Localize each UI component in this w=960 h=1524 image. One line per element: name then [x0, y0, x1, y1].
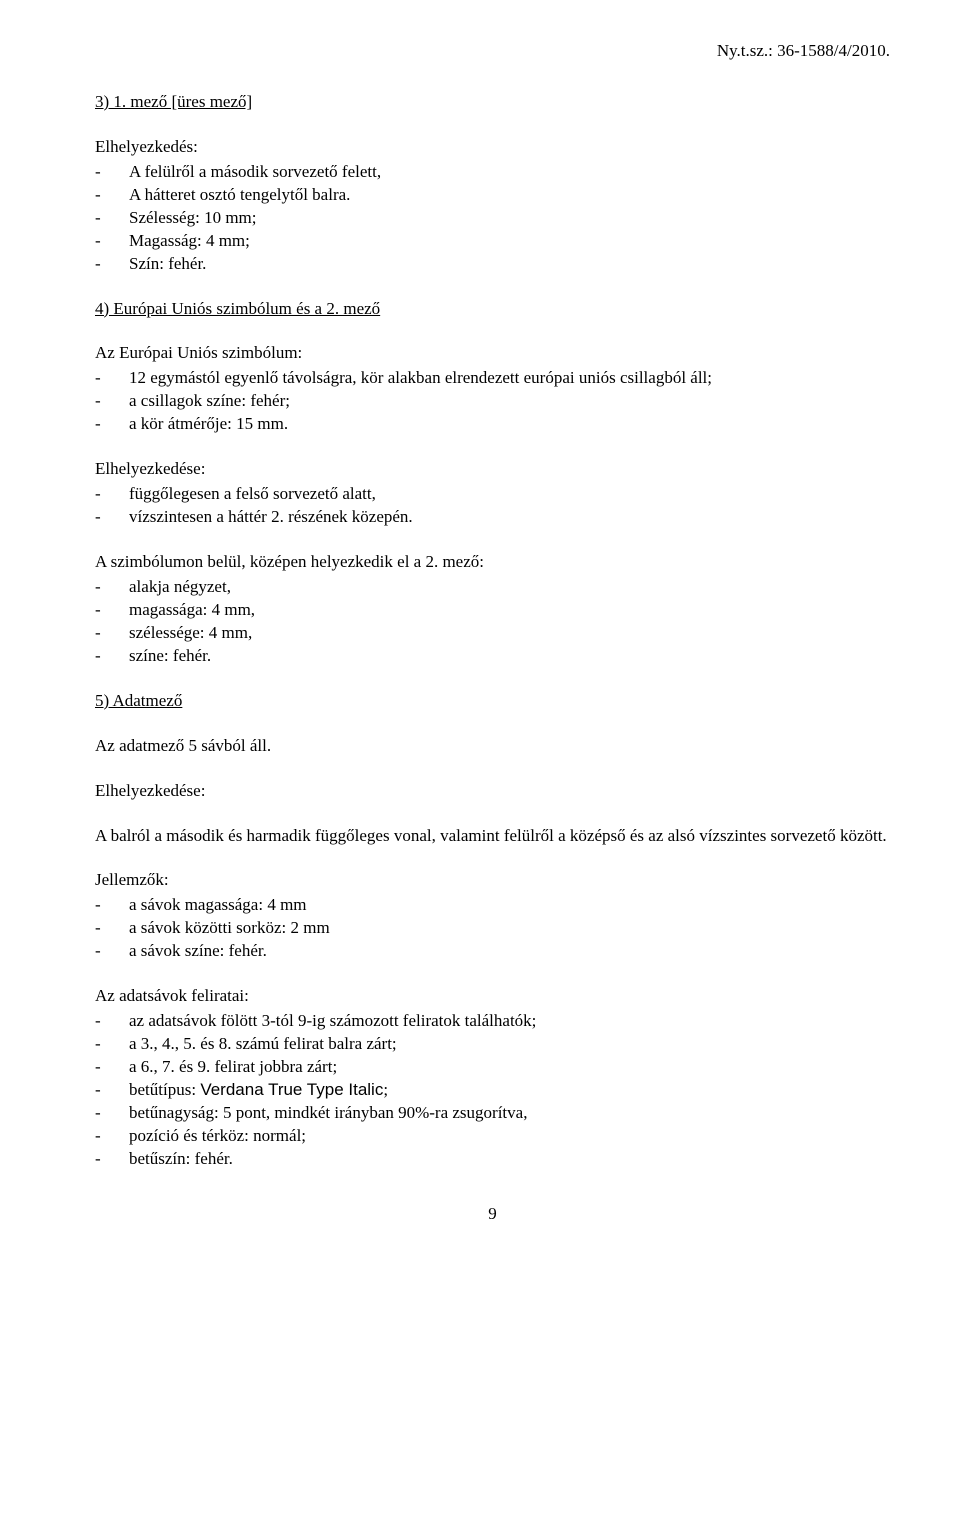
section-5-heading: 5) Adatmező	[95, 690, 890, 713]
list-item: -színe: fehér.	[95, 645, 890, 668]
section-5-list-3: -a sávok magassága: 4 mm -a sávok között…	[95, 894, 890, 963]
page-number: 9	[95, 1203, 890, 1226]
list-item: -az adatsávok fölött 3-tól 9-ig számozot…	[95, 1010, 890, 1033]
list-item: -magassága: 4 mm,	[95, 599, 890, 622]
list-item: -a sávok közötti sorköz: 2 mm	[95, 917, 890, 940]
list-item: -a kör átmérője: 15 mm.	[95, 413, 890, 436]
list-item: -A felülről a második sorvezető felett,	[95, 161, 890, 184]
section-5-para-2: A balról a második és harmadik függőlege…	[95, 825, 890, 848]
section-4-para-3: A szimbólumon belül, középen helyezkedik…	[95, 551, 890, 574]
list-item: -pozíció és térköz: normál;	[95, 1125, 890, 1148]
list-item: -Szélesség: 10 mm;	[95, 207, 890, 230]
list-item: -A hátteret osztó tengelytől balra.	[95, 184, 890, 207]
section-4-list-3: -alakja négyzet, -magassága: 4 mm, -szél…	[95, 576, 890, 668]
section-4-heading: 4) Európai Uniós szimbólum és a 2. mező	[95, 298, 890, 321]
font-name-verdana: Verdana True Type Italic	[200, 1080, 383, 1099]
section-3-list: -A felülről a második sorvezető felett, …	[95, 161, 890, 276]
section-3-label: Elhelyezkedés:	[95, 136, 890, 159]
section-3-heading: 3) 1. mező [üres mező]	[95, 91, 890, 114]
section-4-list-1: -12 egymástól egyenlő távolságra, kör al…	[95, 367, 890, 436]
section-5-label-2: Elhelyezkedése:	[95, 780, 890, 803]
list-item: -függőlegesen a felső sorvezető alatt,	[95, 483, 890, 506]
list-item: -betűnagyság: 5 pont, mindkét irányban 9…	[95, 1102, 890, 1125]
list-item: -a sávok színe: fehér.	[95, 940, 890, 963]
list-item: -vízszintesen a háttér 2. részének közep…	[95, 506, 890, 529]
list-item: -betűtípus: Verdana True Type Italic;	[95, 1079, 890, 1102]
list-item: -a sávok magassága: 4 mm	[95, 894, 890, 917]
section-5-list-4: -az adatsávok fölött 3-tól 9-ig számozot…	[95, 1010, 890, 1171]
header-reference: Ny.t.sz.: 36-1588/4/2010.	[95, 40, 890, 63]
section-5-label-3: Jellemzők:	[95, 869, 890, 892]
list-item: -a csillagok színe: fehér;	[95, 390, 890, 413]
list-item: -a 3., 4., 5. és 8. számú felirat balra …	[95, 1033, 890, 1056]
section-4-label-1: Az Európai Uniós szimbólum:	[95, 342, 890, 365]
list-item: -szélessége: 4 mm,	[95, 622, 890, 645]
section-5-label-4: Az adatsávok feliratai:	[95, 985, 890, 1008]
list-item: -Szín: fehér.	[95, 253, 890, 276]
list-item: -alakja négyzet,	[95, 576, 890, 599]
list-item: -12 egymástól egyenlő távolságra, kör al…	[95, 367, 890, 390]
list-item: -betűszín: fehér.	[95, 1148, 890, 1171]
section-4-label-2: Elhelyezkedése:	[95, 458, 890, 481]
section-4-list-2: -függőlegesen a felső sorvezető alatt, -…	[95, 483, 890, 529]
list-item: -Magasság: 4 mm;	[95, 230, 890, 253]
section-5-line-1: Az adatmező 5 sávból áll.	[95, 735, 890, 758]
list-item: -a 6., 7. és 9. felirat jobbra zárt;	[95, 1056, 890, 1079]
